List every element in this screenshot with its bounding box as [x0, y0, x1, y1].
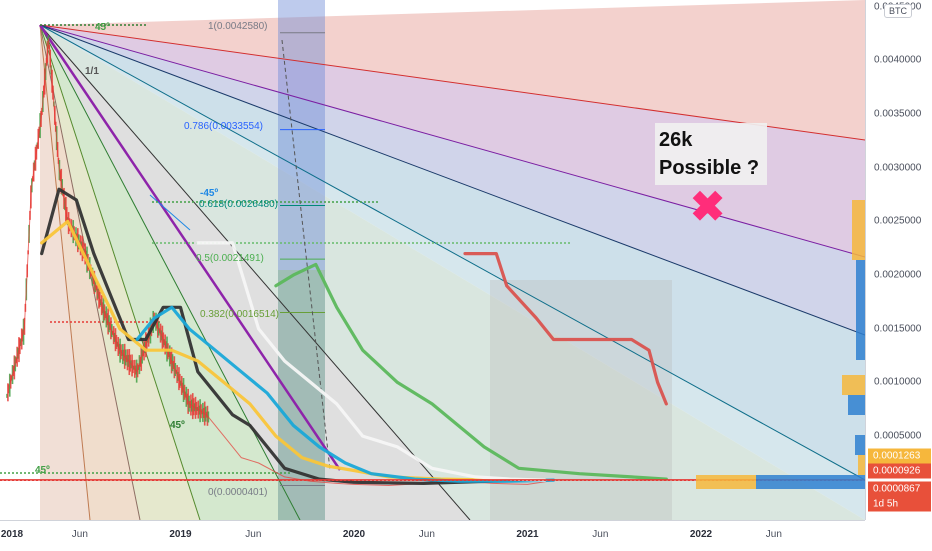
- series-line[interactable]: [196, 241, 547, 482]
- fib-level-label: 0.382(0.0016514): [200, 309, 279, 320]
- price-tick-label: 0.0005000: [874, 430, 922, 442]
- gann-angle-line: [149, 194, 191, 231]
- gann-angle-label: 1/1: [85, 66, 99, 77]
- price-axis[interactable]: 0.00450000.00400000.00350000.00300000.00…: [865, 0, 932, 520]
- candle: [6, 393, 8, 398]
- annotation-text: 26k Possible ?: [655, 123, 768, 185]
- series-line[interactable]: [463, 252, 668, 406]
- fib-level-label: 0.786(0.0033554): [184, 121, 263, 132]
- fan-line: [39, 24, 91, 520]
- gann-angle-label: -45º: [200, 188, 219, 199]
- chart-plot-area[interactable]: 26k Possible ? ✖ 1(0.0042580) 0.786(0.003…: [0, 0, 865, 520]
- fib-level-label: 0.5(0.0021491): [196, 253, 264, 264]
- time-tick-label: 2022: [689, 529, 713, 540]
- price-tick-label: 0.0030000: [874, 162, 922, 174]
- candle: [7, 383, 9, 402]
- fan-line: [39, 24, 301, 520]
- candle: [8, 373, 11, 397]
- time-tick-label: Jun: [245, 529, 262, 540]
- volume-profile-bar: [856, 260, 865, 360]
- fan-line: [39, 24, 865, 141]
- fib-level-label: 0.618(0.0026480): [199, 199, 278, 210]
- price-tick-label: 0.0035000: [874, 108, 922, 120]
- time-tick-label: 2019: [169, 529, 192, 540]
- candle: [8, 384, 10, 394]
- axis-corner: [865, 520, 932, 550]
- gann-angle-label: 45º: [170, 420, 185, 431]
- price-tick-label: 0.0040000: [874, 54, 922, 66]
- fan-line: [39, 24, 201, 520]
- fan-line: [39, 24, 471, 520]
- time-tick-label: Jun: [765, 529, 782, 540]
- time-tick-label: Jun: [418, 529, 435, 540]
- fan-line: [39, 24, 865, 481]
- series-line[interactable]: [40, 187, 547, 485]
- price-badge: 0.0001263: [868, 448, 931, 464]
- time-tick-label: Jun: [71, 529, 88, 540]
- volume-profile-bar: [842, 375, 865, 395]
- volume-profile-bar: [848, 395, 865, 415]
- fib-level-label: 0(0.0000401): [208, 487, 268, 498]
- time-tick-label: Jun: [592, 529, 609, 540]
- volume-profile-bar: [858, 455, 865, 475]
- annotation-x-mark: ✖: [690, 183, 726, 230]
- volume-profile-bar: [756, 475, 865, 489]
- volume-profile-bar: [855, 435, 865, 455]
- fan-line: [39, 24, 865, 258]
- price-badge: 0.0000867: [868, 481, 931, 497]
- price-tick-label: 0.0010000: [874, 376, 922, 388]
- fib-level-label: 1(0.0042580): [208, 21, 268, 32]
- trend-line: [38, 24, 342, 471]
- gann-angle-label: 45º: [95, 22, 110, 33]
- chart-svg[interactable]: [0, 0, 865, 520]
- fan-region: [40, 0, 865, 140]
- fan-region: [40, 25, 865, 520]
- gann-angle-label: 45º: [35, 465, 50, 476]
- price-badge: 0.0000926: [868, 463, 931, 479]
- dashed-projection: [281, 39, 331, 471]
- time-tick-label: 2018: [0, 529, 24, 540]
- price-tick-label: 0.0020000: [874, 269, 922, 281]
- time-tick-label: 2020: [342, 529, 366, 540]
- symbol-label: BTC: [884, 4, 912, 18]
- fan-line: [39, 24, 865, 336]
- volume-profile-bar: [852, 200, 865, 260]
- price-tick-label: 0.0025000: [874, 215, 922, 227]
- volume-profile-bar: [696, 475, 756, 489]
- time-tick-label: 2021: [516, 529, 539, 540]
- price-tick-label: 0.0015000: [874, 323, 922, 335]
- time-axis[interactable]: 2018 Jun 2019 Jun 2020 Jun 2021 Jun 2022 Jun: [0, 520, 865, 551]
- countdown-badge: 1d 5h: [868, 496, 931, 512]
- series-line[interactable]: [274, 262, 668, 481]
